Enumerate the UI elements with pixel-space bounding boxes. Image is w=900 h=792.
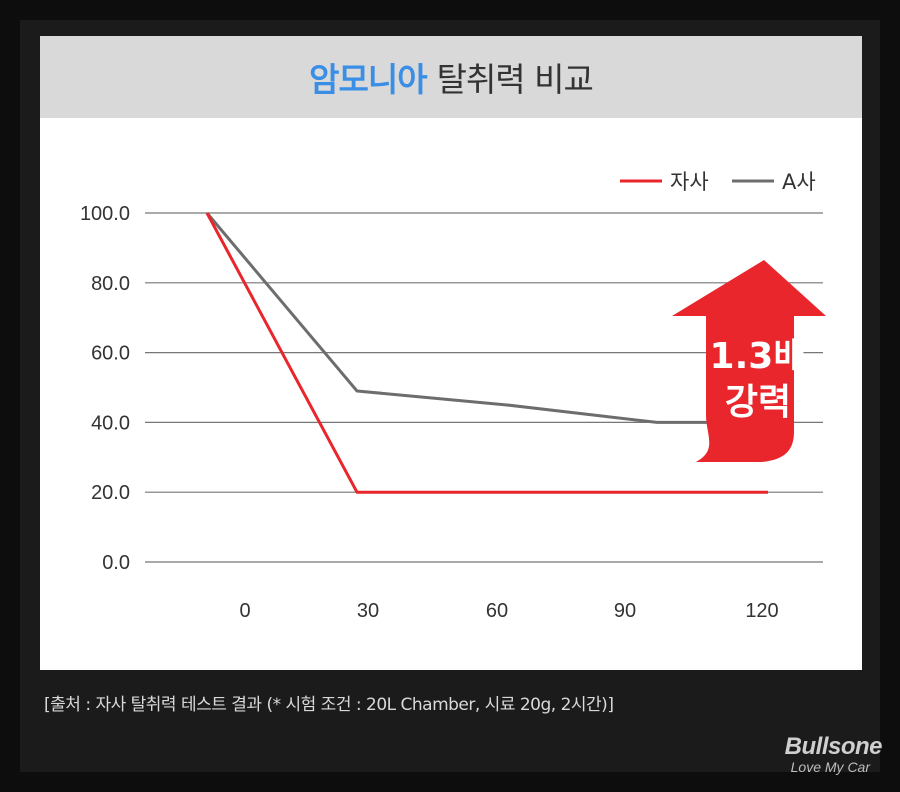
annotation-line1: 1.3배 [710, 336, 807, 377]
x-tick-label: 60 [486, 600, 508, 622]
y-tick-label: 100.0 [80, 203, 130, 225]
y-tick-label: 20.0 [91, 482, 130, 504]
y-tick-label: 60.0 [91, 343, 130, 365]
series-line [205, 212, 722, 424]
legend-label: 자사 [670, 170, 709, 194]
x-tick-label: 30 [357, 600, 379, 622]
brand-logo: Bullsone Love My Car [784, 733, 883, 775]
title-bar: 암모니아 탈취력 비교 [40, 36, 862, 118]
y-tick-label: 0.0 [102, 552, 130, 574]
x-tick-label: 90 [614, 600, 636, 622]
brand-name: Bullsone [784, 733, 883, 760]
arrow-up-icon [672, 260, 826, 462]
brand-tagline: Love My Car [790, 759, 870, 775]
source-note: [출처 : 자사 탈취력 테스트 결과 (* 시험 조건 : 20L Chamb… [44, 695, 614, 715]
title-rest: 탈취력 비교 [436, 60, 594, 99]
x-tick-label: 120 [745, 600, 778, 622]
series-line [205, 212, 768, 494]
y-tick-label: 40.0 [91, 412, 130, 434]
y-tick-label: 80.0 [91, 273, 130, 295]
legend-label: A사 [782, 170, 816, 194]
title-accent: 암모니아 [309, 60, 427, 99]
annotation-line2: 강력 [725, 382, 791, 423]
x-tick-label: 0 [239, 600, 250, 622]
